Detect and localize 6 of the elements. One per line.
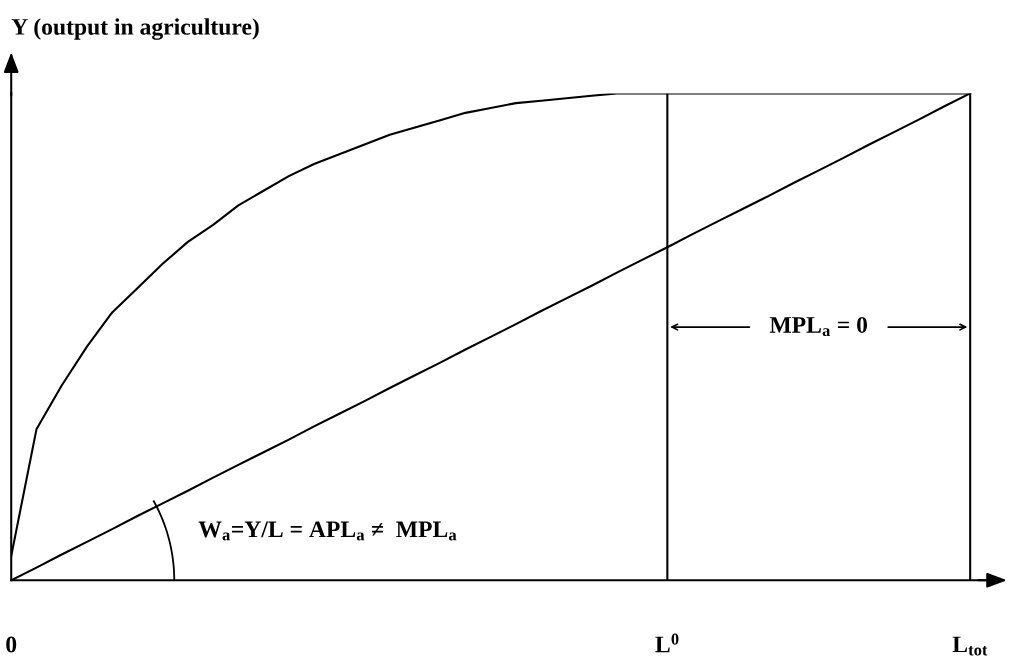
x-tick-label: L$^{0}$ xyxy=(655,633,679,653)
x-tick-label: L$_{tot}$ xyxy=(952,636,988,656)
annotation: MPL$_{a}$ = 0 xyxy=(769,316,868,337)
annotation: W$_{a}$=Y/L = APL$_{a}$ ≠ MPL$_{a}$ xyxy=(198,521,457,541)
y-axis-title: Y (output in agriculture) xyxy=(11,18,259,40)
x-tick-label: 0 xyxy=(6,636,17,653)
